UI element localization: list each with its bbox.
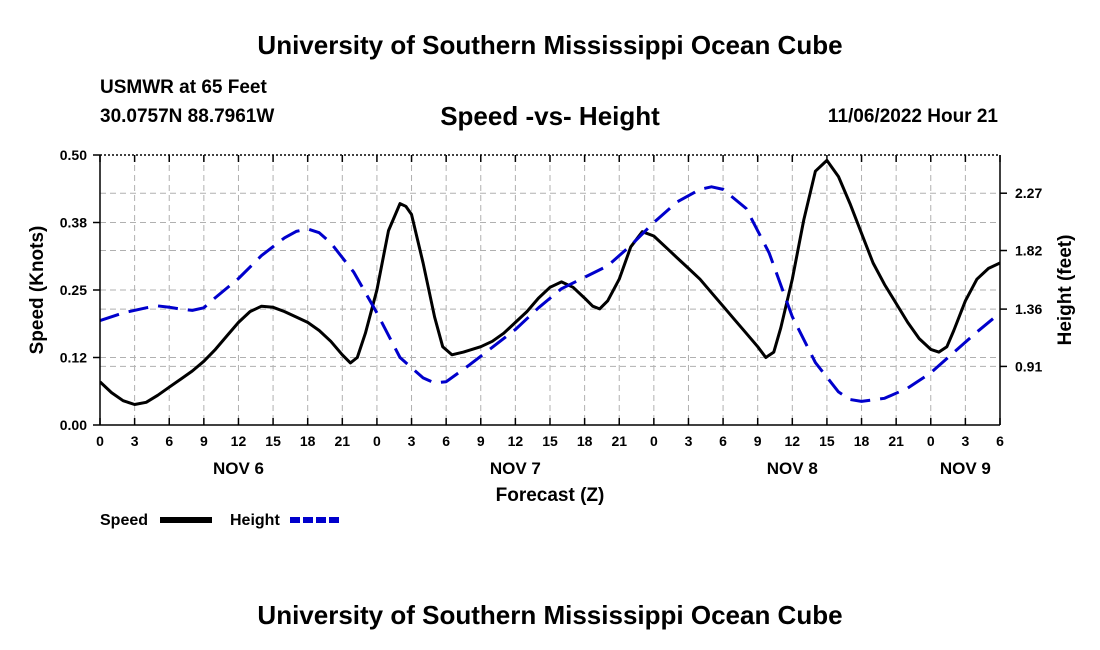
x-tick-label: 18 — [577, 433, 593, 449]
x-axis-title: Forecast (Z) — [496, 485, 605, 506]
y-tick-label-left: 0.00 — [60, 417, 87, 433]
axis-layer — [93, 154, 1007, 426]
y-tick-label-left: 0.25 — [60, 282, 87, 298]
chart-title: Speed -vs- Height — [440, 101, 660, 131]
x-tick-label: 6 — [996, 433, 1004, 449]
x-tick-label: 0 — [650, 433, 658, 449]
x-tick-label: 3 — [131, 433, 139, 449]
y-axis-title-right: Height (feet) — [1055, 235, 1076, 346]
footer-title: University of Southern Mississippi Ocean… — [257, 600, 843, 630]
station-name: USMWR at 65 Feet — [100, 77, 267, 98]
y-tick-label-left: 0.12 — [60, 350, 87, 366]
series-line-speed — [100, 158, 1000, 406]
day-label: NOV 6 — [213, 459, 264, 478]
x-tick-label: 9 — [754, 433, 762, 449]
legend-label-height: Height — [230, 512, 280, 529]
x-tick-label: 6 — [442, 433, 450, 449]
grid-layer — [100, 155, 1000, 425]
x-tick-label: 9 — [200, 433, 208, 449]
y-tick-label-left: 0.50 — [60, 147, 87, 163]
x-tick-label: 15 — [542, 433, 558, 449]
x-tick-label: 3 — [961, 433, 969, 449]
day-label: NOV 9 — [940, 459, 991, 478]
legend-label-speed: Speed — [100, 512, 148, 529]
y-axis-title-left: Speed (Knots) — [27, 226, 48, 355]
x-tick-label: 15 — [265, 433, 281, 449]
x-tick-label: 3 — [408, 433, 416, 449]
y-tick-label-right: 1.36 — [1015, 301, 1042, 317]
y-tick-label-right: 0.91 — [1015, 358, 1042, 374]
y-tick-label-right: 1.82 — [1015, 243, 1042, 259]
y-tick-label-left: 0.38 — [60, 215, 87, 231]
x-tick-label: 21 — [611, 433, 627, 449]
x-tick-label: 15 — [819, 433, 835, 449]
forecast-date: 11/06/2022 Hour 21 — [827, 106, 998, 127]
x-tick-label: 0 — [96, 433, 104, 449]
page-title: University of Southern Mississippi Ocean… — [257, 30, 843, 60]
x-tick-label: 21 — [888, 433, 904, 449]
x-tick-label: 12 — [508, 433, 524, 449]
legend: Speed Height — [100, 512, 342, 529]
x-tick-label: 6 — [719, 433, 727, 449]
x-tick-label: 0 — [373, 433, 381, 449]
label-layer: 0 3 6 9 12 15 18 21 0 3 6 9 12 15 18 21 0 3 6 9 12 15 18 21 0 3 6 0… — [60, 147, 1043, 478]
day-label: NOV 7 — [490, 459, 541, 478]
x-tick-label: 9 — [477, 433, 485, 449]
x-tick-label: 12 — [785, 433, 801, 449]
x-tick-label: 18 — [854, 433, 870, 449]
x-tick-label: 12 — [231, 433, 247, 449]
day-label: NOV 8 — [767, 459, 818, 478]
x-tick-label: 21 — [335, 433, 351, 449]
x-tick-label: 3 — [685, 433, 693, 449]
x-tick-label: 0 — [927, 433, 935, 449]
x-tick-label: 18 — [300, 433, 316, 449]
series-line-height — [100, 185, 1000, 403]
y-tick-label-right: 2.27 — [1015, 185, 1042, 201]
series-layer — [100, 158, 1000, 406]
x-tick-label: 6 — [165, 433, 173, 449]
station-coordinates: 30.0757N 88.7961W — [100, 106, 275, 127]
